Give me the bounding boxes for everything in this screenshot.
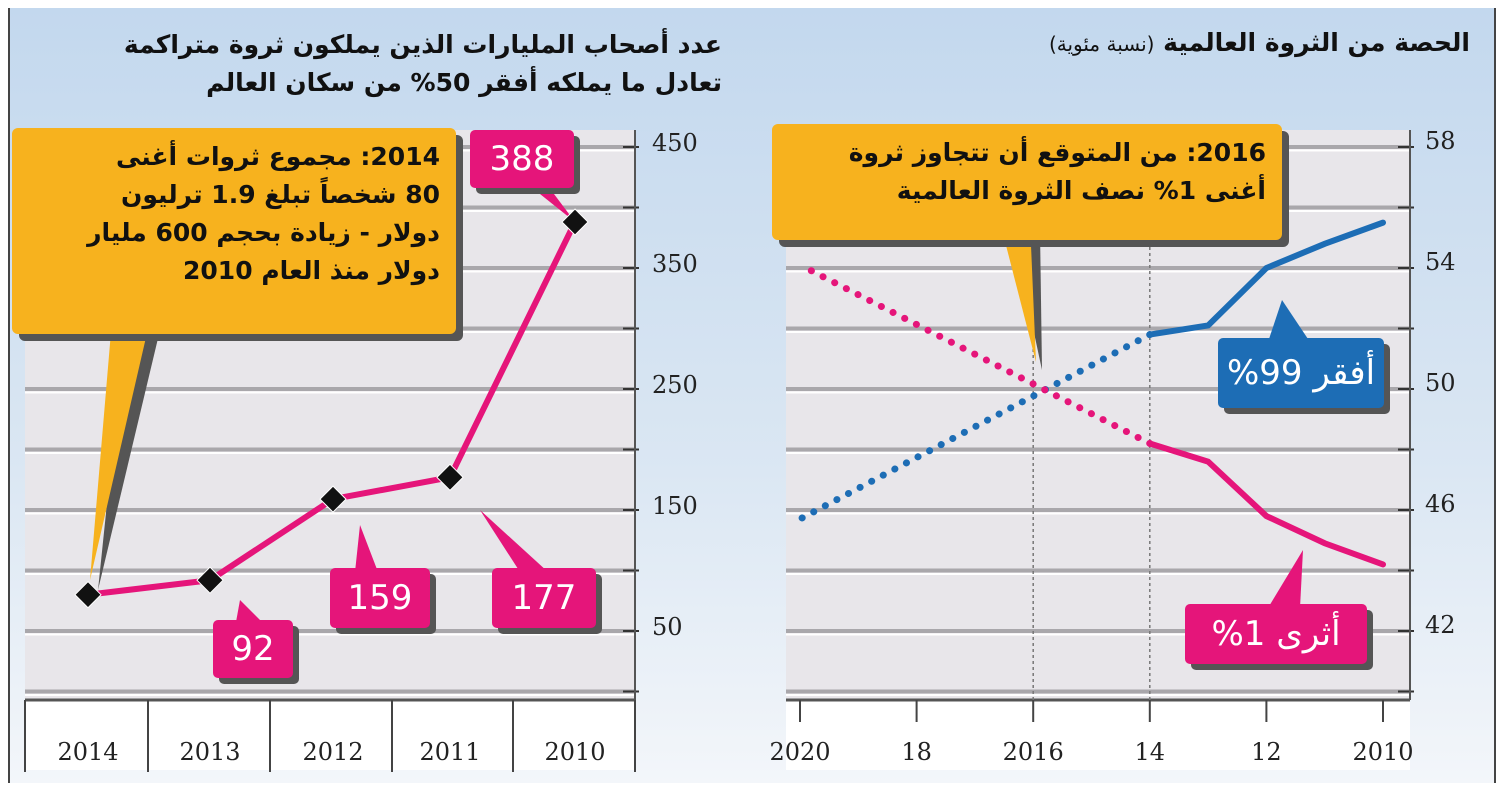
x-tick-label: 18 [901, 738, 932, 766]
data-label-2010: 388 [470, 130, 574, 188]
data-label-2011: 177 [492, 568, 596, 628]
data-point-2010 [561, 208, 589, 236]
y-tick-label: 54 [1425, 248, 1456, 276]
right-callout-tail [1000, 222, 1036, 362]
x-tick-label: 2014 [57, 738, 119, 766]
x-tick-label: 2013 [179, 738, 241, 766]
data-point-2011 [436, 463, 464, 492]
left-callout-line: دولار منذ العام 2010 [183, 256, 440, 285]
richest-1-line [1146, 440, 1386, 568]
data-point-2013 [196, 566, 224, 594]
x-tick-label: 2020 [769, 738, 831, 766]
data-point-2014 [74, 580, 102, 609]
x-tick-label: 2012 [302, 738, 364, 766]
y-tick-label: 50 [652, 613, 683, 641]
right-callout-line: 2016: من المتوقع أن تتجاوز ثروة [848, 138, 1266, 167]
label-tail-2013 [236, 600, 262, 622]
y-tick-label: 350 [652, 250, 698, 278]
data-label-2012: 159 [330, 568, 430, 628]
x-tick-label: 2011 [419, 738, 481, 766]
left-callout-line: 2014: مجموع ثروات أغنى [115, 142, 440, 171]
series-label-richest-1: أثرى 1% [1185, 604, 1367, 664]
left-title-line-2: تعادل ما يملكه أفقر 50% من سكان العالم [206, 68, 722, 97]
right-callout-line: أغنى 1% نصف الثروة العالمية [896, 176, 1266, 205]
x-axis-band [786, 700, 1410, 770]
poorest-99-line [1146, 219, 1386, 338]
x-tick-label: 12 [1251, 738, 1282, 766]
y-tick-label: 58 [1425, 127, 1456, 155]
richest-1-projection-line [796, 261, 1154, 447]
right-annotation-callout: 2016: من المتوقع أن تتجاوز ثروة أغنى 1% … [772, 124, 1282, 240]
x-tick-label: 14 [1134, 738, 1166, 766]
callout-tail-shadow [98, 330, 160, 590]
y-tick-label: 250 [652, 371, 698, 399]
left-callout-line: 80 شخصاً تبلغ 1.9 ترليون [121, 180, 440, 209]
right-title-text: الحصة من الثروة العالمية [1163, 28, 1470, 57]
poorest-99-projection-line [796, 331, 1154, 523]
series-label-poorest-99: أفقر 99% [1218, 338, 1384, 408]
y-tick-label: 150 [652, 492, 698, 520]
data-label-2013: 92 [213, 620, 293, 678]
y-tick-label: 46 [1425, 490, 1456, 518]
label-tail-2011 [480, 510, 548, 572]
left-callout-tail [90, 320, 150, 580]
x-tick-label: 2010 [544, 738, 606, 766]
x-tick-label: 2016 [1002, 738, 1064, 766]
right-chart-title: الحصة من الثروة العالمية (نسبة مئوية) [1049, 24, 1470, 63]
data-point-2012 [319, 485, 347, 513]
x-tick-label: 2010 [1352, 738, 1414, 766]
y-tick-label: 42 [1425, 611, 1456, 639]
label-tail-richest [1268, 550, 1303, 608]
label-tail-poorest [1268, 300, 1310, 342]
left-title-line-1: عدد أصحاب المليارات الذين يملكون ثروة مت… [123, 30, 722, 59]
label-tail-2010 [530, 186, 575, 222]
y-tick-label: 50 [1425, 369, 1456, 397]
left-chart-title: عدد أصحاب المليارات الذين يملكون ثروة مت… [124, 26, 722, 102]
right-title-note: (نسبة مئوية) [1048, 32, 1155, 56]
label-tail-2012 [355, 525, 378, 572]
left-annotation-callout: 2014: مجموع ثروات أغنى 80 شخصاً تبلغ 1.9… [12, 128, 456, 334]
y-tick-label: 450 [652, 129, 698, 157]
left-callout-line: دولار - زيادة بحجم 600 مليار [87, 218, 440, 247]
x-axis-band [25, 700, 635, 770]
